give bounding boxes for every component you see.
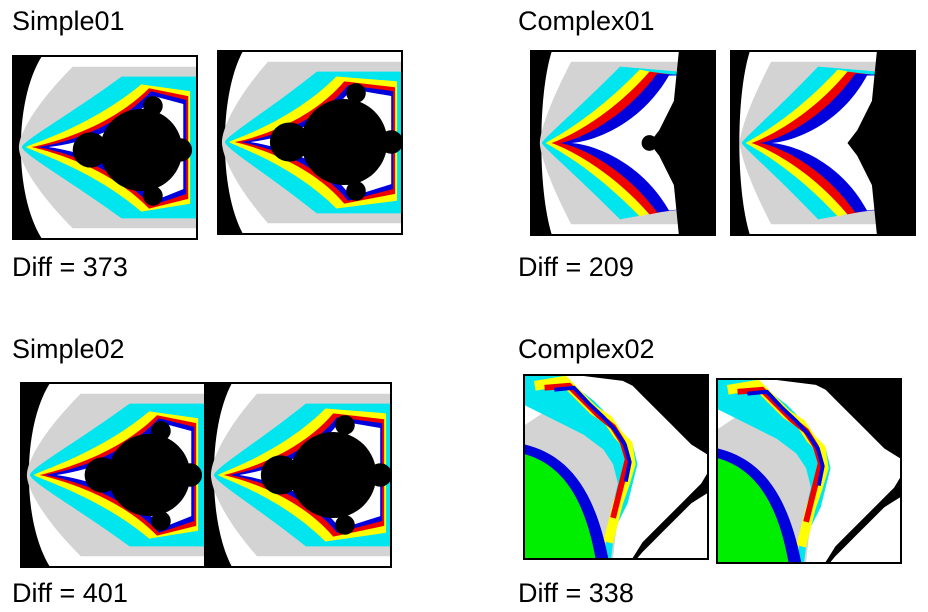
fractal-image-complex01-a [530, 50, 716, 236]
fractal-image-complex02-a [523, 374, 709, 560]
panel-title-simple02: Simple02 [12, 334, 125, 364]
mandelbrot-render [219, 52, 401, 233]
mandelbrot-render [718, 380, 900, 562]
fractal-image-simple01-b [217, 50, 403, 235]
mandelbrot-render [22, 384, 204, 566]
fractal-image-simple01-a [12, 55, 198, 240]
panel-title-complex01: Complex01 [518, 6, 655, 36]
diff-label-simple01: Diff = 373 [12, 252, 128, 282]
mandelbrot-render [208, 384, 390, 566]
mandelbrot-render [525, 376, 707, 558]
fractal-image-simple02-b [206, 382, 392, 568]
mandelbrot-render [14, 57, 196, 238]
mandelbrot-render [532, 52, 714, 234]
diff-label-complex01: Diff = 209 [518, 252, 634, 282]
fractal-image-complex01-b [730, 50, 916, 236]
fractal-image-complex02-b [716, 378, 902, 564]
panel-title-complex02: Complex02 [518, 334, 655, 364]
fractal-image-simple02-a [20, 382, 206, 568]
diff-label-simple02: Diff = 401 [12, 578, 128, 608]
mandelbrot-render [732, 52, 914, 234]
panel-title-simple01: Simple01 [12, 6, 125, 36]
diff-label-complex02: Diff = 338 [518, 578, 634, 608]
